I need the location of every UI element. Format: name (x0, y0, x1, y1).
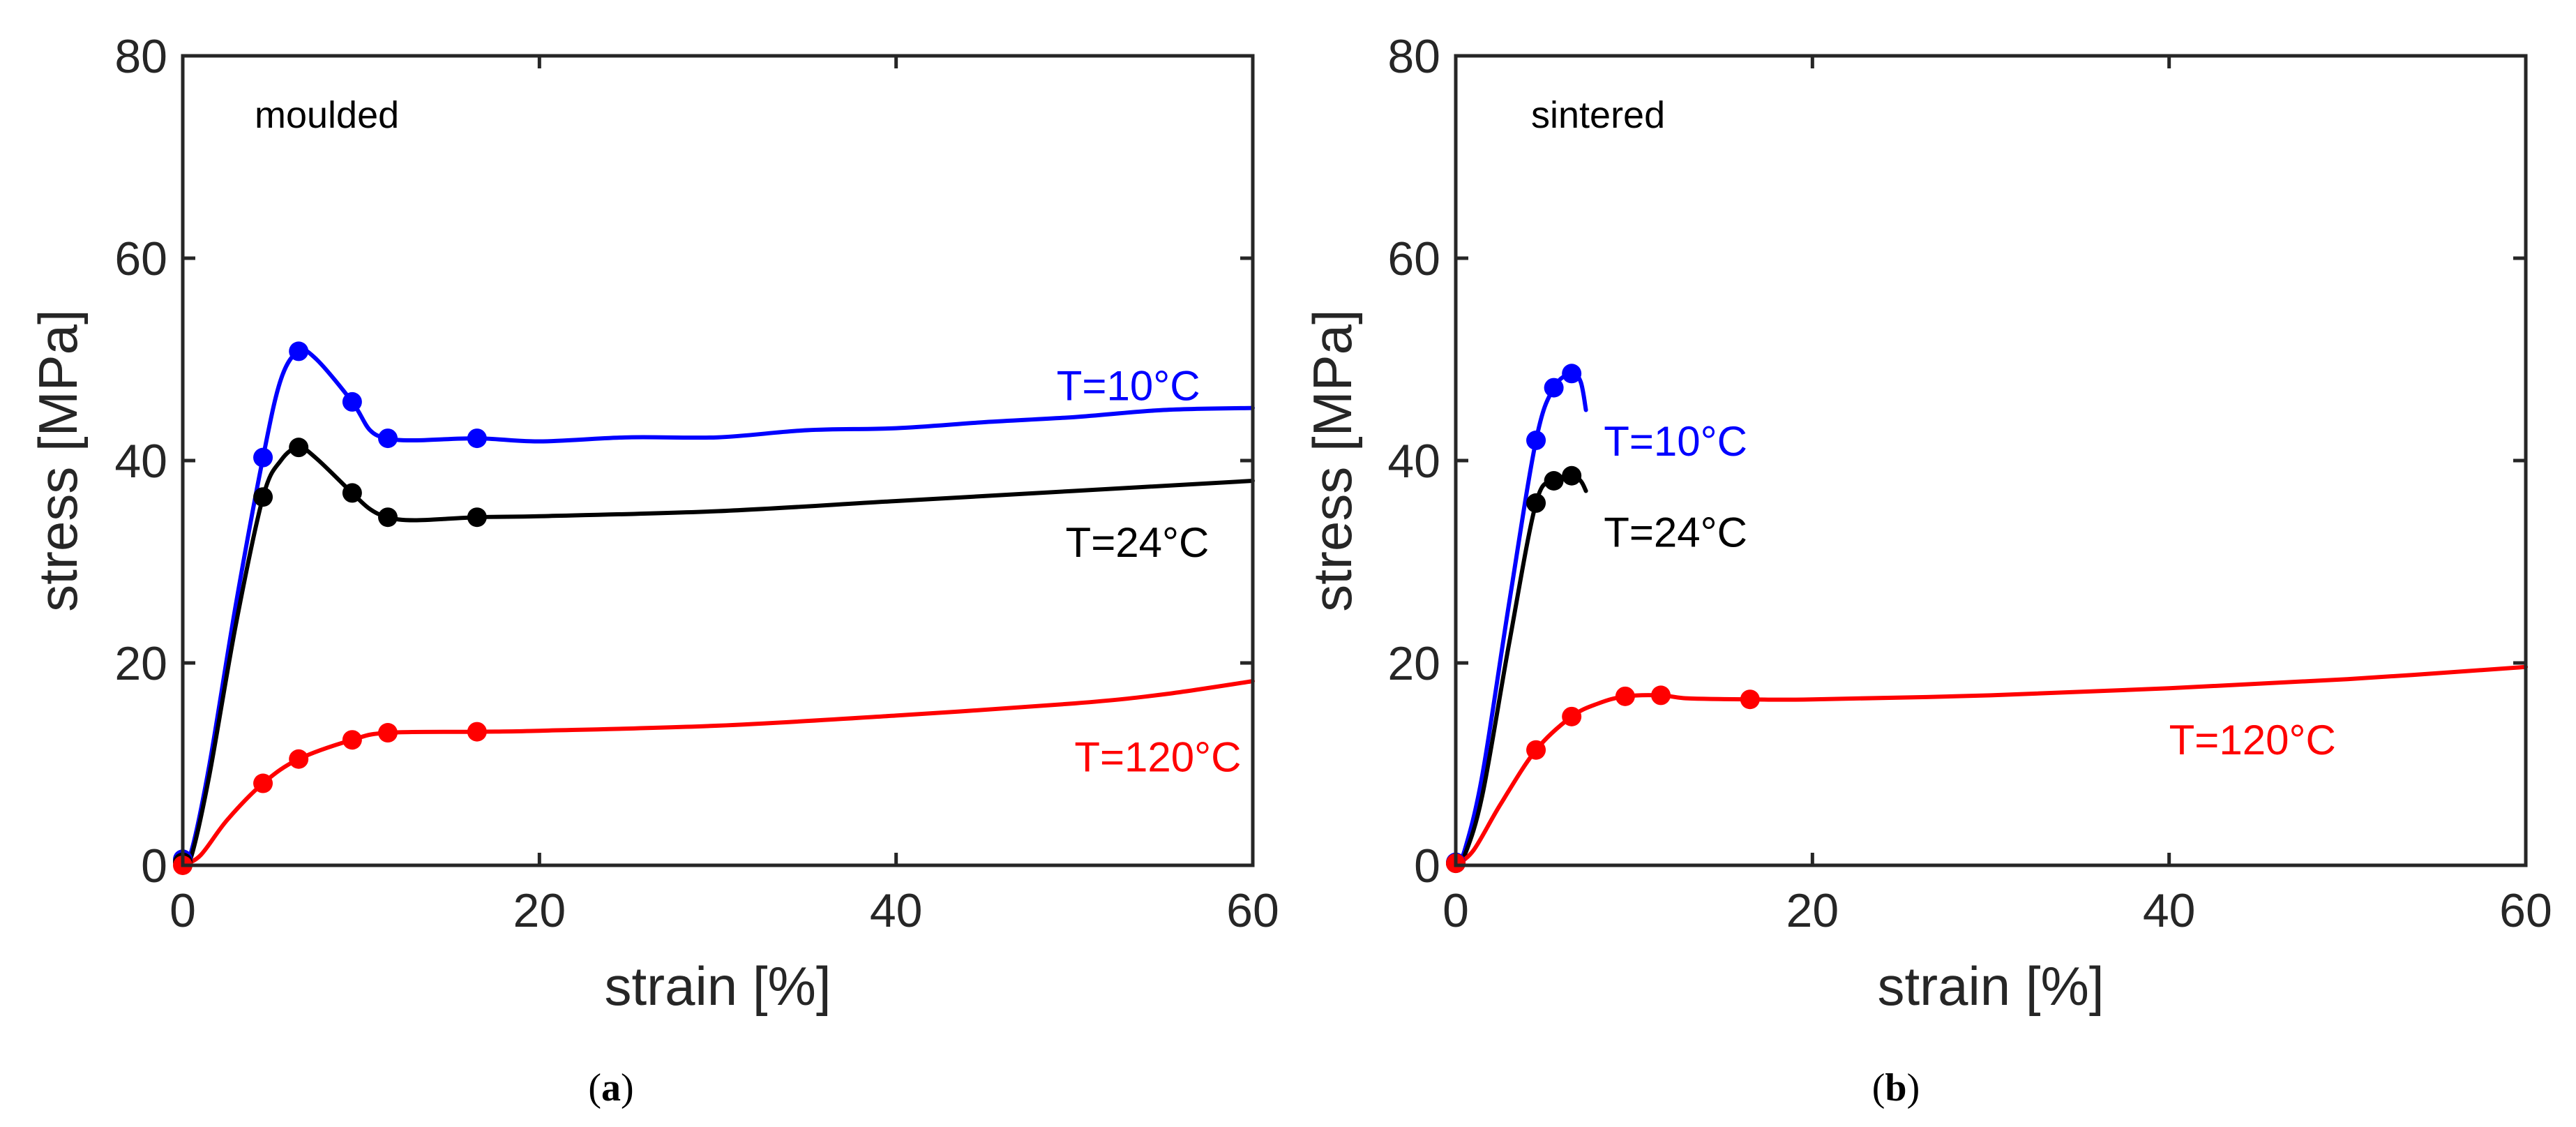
panel-b-markers (1446, 364, 1760, 874)
data-point-t-10c (253, 447, 273, 468)
series-label-t-24c: T=24°C (1066, 519, 1210, 566)
data-point-t-24c (253, 487, 273, 507)
panel-a-y-axis-label: stress [MPa] (27, 309, 89, 611)
data-point-t-120c (467, 722, 487, 742)
series-line-t-10c (181, 348, 1255, 863)
data-point-t-10c (378, 428, 398, 449)
series-line-t-10c (1454, 371, 1588, 867)
x-tick-label: 0 (170, 884, 196, 937)
panel-b-title: sintered (1531, 94, 1665, 136)
data-point-t-120c (1740, 689, 1760, 710)
x-tick-label: 40 (870, 884, 923, 937)
panel-a-series-labels: T=10°C T=24°C T=120°C (1057, 362, 1242, 780)
panel-a-x-axis-label: strain [%] (604, 955, 831, 1017)
y-tick-label: 20 (1387, 637, 1440, 690)
y-tick-label: 0 (1414, 839, 1440, 893)
data-point-t-24c (289, 438, 309, 458)
data-point-t-24c (378, 507, 398, 528)
data-point-t-120c (289, 749, 309, 769)
x-tick-label: 60 (2499, 884, 2552, 937)
series-line-t-120c (1454, 664, 2528, 867)
data-point-t-10c (1526, 431, 1546, 450)
x-tick-label: 20 (513, 884, 566, 937)
data-point-t-120c (342, 730, 362, 750)
panel-a-caption: (a) (588, 1066, 633, 1110)
series-label-t-120c: T=120°C (2169, 717, 2336, 763)
data-point-t-120c (1562, 706, 1582, 726)
data-point-t-120c (1526, 740, 1546, 760)
y-tick-label: 0 (141, 839, 167, 893)
series-label-t-10c: T=10°C (1604, 418, 1747, 465)
panel-b-series-labels: T=10°C T=24°C T=120°C (1604, 418, 2336, 763)
data-point-t-10c (289, 341, 309, 361)
data-point-t-120c (1651, 685, 1671, 706)
data-point-t-24c (1544, 471, 1564, 491)
x-tick-label: 0 (1443, 884, 1469, 937)
y-tick-label: 40 (114, 435, 167, 488)
series-label-t-24c: T=24°C (1604, 509, 1747, 556)
panel-a-title: moulded (255, 94, 399, 136)
data-point-t-120c (378, 723, 398, 743)
panel-b-y-axis-label: stress [MPa] (1302, 309, 1363, 611)
y-tick-label: 20 (114, 637, 167, 690)
x-tick-label: 40 (2143, 884, 2196, 937)
y-tick-label: 80 (114, 30, 167, 83)
panel-b-x-axis-label: strain [%] (1877, 955, 2104, 1017)
panel-a-markers (173, 341, 487, 875)
series-label-t-10c: T=10°C (1057, 362, 1200, 409)
data-point-t-24c (1526, 493, 1546, 513)
data-point-t-10c (1544, 378, 1564, 398)
data-point-t-10c (342, 391, 362, 412)
series-line-t-24c (181, 445, 1255, 868)
data-point-t-24c (1562, 465, 1582, 486)
y-tick-label: 40 (1387, 435, 1440, 488)
data-point-t-24c (467, 507, 487, 528)
panel-a-ticks: 0 20 40 60 0 20 40 60 80 (114, 30, 1279, 937)
x-tick-label: 60 (1226, 884, 1279, 937)
panel-b-caption: (b) (1872, 1066, 1920, 1110)
y-tick-label: 60 (114, 232, 167, 285)
data-point-t-120c (1615, 686, 1635, 706)
data-point-t-10c (467, 428, 487, 449)
data-point-t-10c (1562, 364, 1582, 384)
series-label-t-120c: T=120°C (1074, 733, 1241, 780)
data-point-t-24c (342, 483, 362, 503)
panel-b-ticks: 0 20 40 60 0 20 40 60 80 (1387, 30, 2552, 937)
panel-a-curves (181, 348, 1255, 868)
x-tick-label: 20 (1786, 884, 1839, 937)
data-point-t-120c (253, 773, 273, 793)
y-tick-label: 80 (1387, 30, 1440, 83)
y-tick-label: 60 (1387, 232, 1440, 285)
